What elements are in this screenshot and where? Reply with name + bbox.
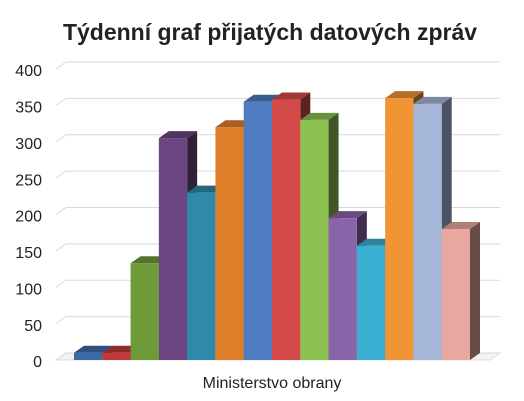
y-tick-label: 100	[15, 281, 42, 298]
y-tick-label: 400	[15, 63, 42, 80]
bar-top	[74, 345, 113, 353]
bar-front	[300, 119, 329, 360]
bar-front	[413, 103, 442, 361]
y-tick-label: 250	[15, 172, 42, 189]
grid-line	[55, 207, 500, 215]
bar-front	[74, 352, 103, 360]
y-tick-label: 50	[24, 318, 42, 335]
y-tick-label: 0	[33, 354, 42, 371]
bar-front	[385, 98, 414, 360]
y-tick-label: 350	[15, 100, 42, 117]
bar-front	[272, 99, 301, 361]
grid-line	[55, 61, 500, 70]
bar-front	[356, 245, 386, 360]
bar-top	[385, 91, 424, 99]
bar-front	[243, 101, 272, 361]
chart-title: Týdenní graf přijatých datových zpráv	[63, 19, 477, 45]
y-tick-label: 300	[15, 136, 42, 153]
bar-top	[158, 131, 198, 139]
bar-top	[413, 96, 452, 104]
grid-line	[55, 97, 500, 106]
bar-top	[441, 222, 480, 230]
bar-front	[130, 263, 159, 360]
bar-front	[328, 218, 357, 360]
bar-front	[158, 138, 188, 360]
bar-side	[470, 222, 480, 360]
bar-front	[187, 192, 216, 360]
bar-top	[328, 211, 367, 219]
bar-top	[300, 112, 339, 120]
grid-line	[55, 134, 500, 143]
bar-front	[102, 352, 131, 360]
y-tick-label: 150	[15, 245, 42, 262]
bar-front	[441, 229, 470, 360]
bar-top	[272, 92, 311, 100]
x-tick-label: Ministerstvo obrany	[203, 375, 342, 392]
bar-front	[215, 127, 244, 360]
bar	[441, 222, 480, 360]
y-tick-label: 200	[15, 209, 42, 226]
grid-line	[55, 170, 500, 179]
